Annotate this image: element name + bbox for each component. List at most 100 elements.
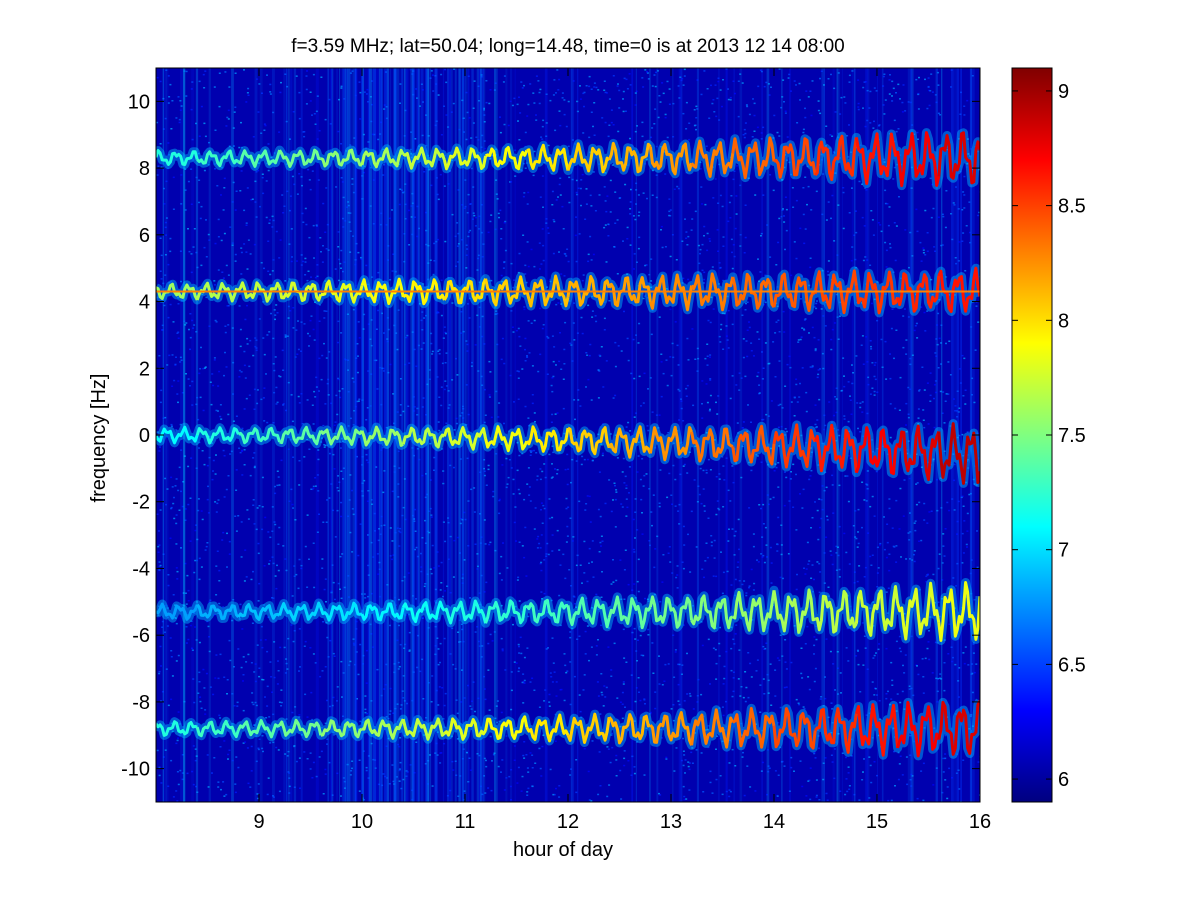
- noise-cell: [785, 686, 788, 688]
- noise-cell: [756, 126, 759, 129]
- noise-cell: [651, 194, 654, 196]
- noise-cell: [219, 415, 222, 418]
- noise-cell: [610, 109, 613, 111]
- noise-cell: [830, 554, 833, 556]
- noise-cell: [648, 488, 651, 490]
- noise-cell: [271, 530, 274, 532]
- noise-cell: [825, 536, 828, 538]
- noise-cell: [963, 105, 966, 107]
- noise-cell: [252, 570, 254, 573]
- noise-cell: [282, 404, 285, 406]
- noise-cell: [764, 526, 767, 529]
- noise-cell: [160, 700, 162, 702]
- noise-cell: [420, 570, 423, 573]
- noise-cell: [630, 188, 632, 191]
- noise-cell: [579, 85, 581, 87]
- noise-cell: [755, 453, 758, 456]
- noise-cell: [635, 90, 638, 93]
- noise-cell: [288, 792, 291, 794]
- noise-cell: [309, 647, 312, 649]
- noise-cell: [223, 177, 226, 180]
- noise-cell: [663, 151, 665, 153]
- noise-cell: [375, 328, 378, 330]
- noise-cell: [837, 338, 840, 340]
- noise-cell: [327, 656, 330, 658]
- noise-cell: [528, 494, 531, 496]
- noise-cell: [335, 394, 338, 397]
- noise-cell: [483, 421, 486, 424]
- noise-cell: [864, 647, 867, 649]
- noise-cell: [404, 203, 407, 206]
- noise-cell: [825, 638, 828, 640]
- noise-cell: [485, 759, 487, 762]
- noise-cell: [610, 583, 613, 585]
- noise-cell: [777, 486, 780, 488]
- noise-cell: [865, 714, 868, 716]
- noise-cell: [669, 209, 672, 211]
- noise-cell: [453, 466, 455, 469]
- noise-cell: [387, 328, 390, 331]
- noise-cell: [380, 160, 382, 162]
- noise-cell: [917, 108, 920, 110]
- noise-cell: [189, 540, 192, 542]
- noise-cell: [287, 381, 290, 384]
- noise-cell: [309, 319, 312, 322]
- noise-cell: [631, 755, 634, 758]
- noise-cell: [688, 122, 691, 124]
- noise-cell: [363, 313, 366, 316]
- noise-cell: [519, 112, 522, 114]
- noise-cell: [248, 365, 251, 368]
- noise-cell: [903, 672, 906, 674]
- noise-cell: [194, 759, 197, 762]
- noise-cell: [404, 109, 407, 112]
- noise-cell: [973, 599, 976, 601]
- noise-cell: [538, 91, 541, 94]
- noise-cell: [613, 246, 616, 248]
- noise-cell: [306, 279, 309, 282]
- noise-cell: [643, 141, 646, 143]
- noise-cell: [809, 257, 812, 259]
- noise-cell: [353, 644, 356, 646]
- noise-cell: [585, 503, 588, 505]
- noise-cell: [506, 567, 509, 569]
- noise-cell: [367, 101, 370, 103]
- noise-cell: [807, 676, 810, 678]
- noise-cell: [375, 299, 378, 302]
- noise-cell: [562, 228, 565, 230]
- noise-cell: [869, 747, 872, 750]
- noise-cell: [164, 221, 167, 224]
- noise-cell: [367, 283, 370, 286]
- noise-cell: [757, 85, 760, 88]
- noise-cell: [386, 777, 389, 779]
- noise-cell: [945, 393, 948, 395]
- noise-cell: [795, 84, 797, 86]
- noise-cell: [429, 754, 431, 756]
- noise-cell: [641, 512, 643, 514]
- noise-cell: [942, 757, 945, 760]
- noise-cell: [360, 256, 363, 259]
- noise-cell: [958, 667, 961, 669]
- noise-cell: [327, 249, 330, 251]
- noise-cell: [244, 318, 247, 321]
- noise-cell: [589, 235, 592, 238]
- noise-cell: [404, 735, 407, 737]
- noise-cell: [380, 403, 383, 406]
- noise-cell: [708, 117, 711, 119]
- noise-cell: [892, 178, 895, 180]
- noise-cell: [885, 693, 888, 695]
- noise-cell: [754, 723, 757, 725]
- noise-cell: [227, 109, 230, 112]
- noise-cell: [873, 298, 876, 301]
- noise-cell: [362, 654, 365, 657]
- noise-cell: [500, 228, 503, 230]
- noise-cell: [727, 88, 729, 90]
- noise-cell: [283, 205, 286, 207]
- noise-cell: [686, 693, 689, 695]
- noise-cell: [808, 478, 811, 481]
- noise-cell: [824, 325, 827, 327]
- noise-cell: [215, 409, 218, 412]
- noise-cell: [367, 323, 370, 325]
- noise-cell: [421, 329, 424, 331]
- noise-cell: [492, 753, 495, 756]
- noise-cell: [293, 630, 296, 632]
